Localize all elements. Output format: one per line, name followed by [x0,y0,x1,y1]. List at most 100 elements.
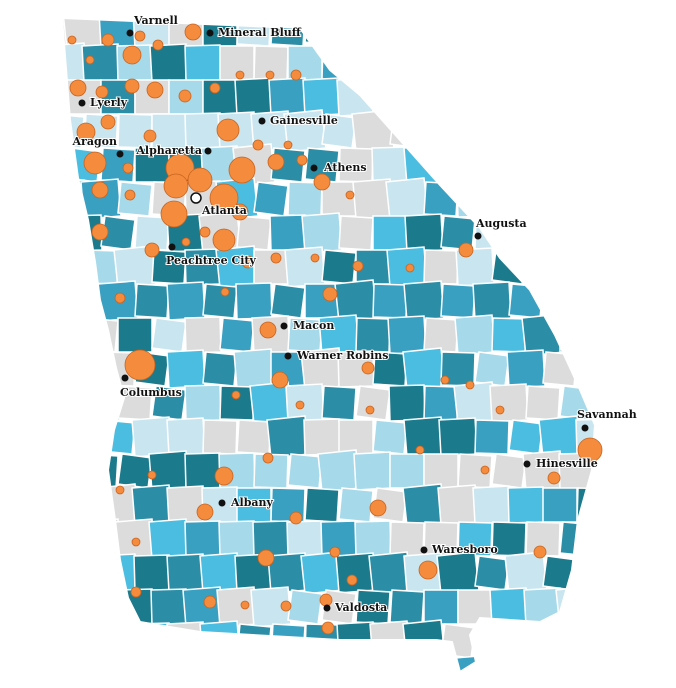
county [202,79,238,115]
bubble [91,223,109,241]
bubble [458,242,474,258]
county [62,555,68,591]
county [385,177,429,221]
county [182,654,224,672]
county [525,181,561,217]
county [287,453,323,489]
county [62,144,71,186]
city-label: Hinesville [536,457,598,470]
county [253,181,289,217]
bubble [196,503,214,521]
city-label: Waresboro [431,543,498,556]
county [287,589,323,625]
county [202,351,238,387]
county [593,249,595,285]
bubble [289,511,303,525]
county [303,418,341,456]
county [321,249,357,285]
county [474,555,510,591]
bubble [235,70,245,80]
county [508,623,544,659]
bubble [440,375,450,385]
county [166,281,206,321]
county [117,657,153,672]
county [625,111,665,151]
county [269,214,307,252]
county [628,522,662,556]
city-dot [121,374,129,382]
bubble [220,287,230,297]
county [184,452,222,490]
city-label: Albany [230,496,274,509]
county [62,316,86,354]
county [66,487,102,523]
county [611,556,645,590]
county [593,317,595,353]
county [83,453,119,489]
bubble [231,203,249,221]
county [457,113,493,149]
county [628,454,662,488]
county [423,45,459,81]
city-label: Atlanta [201,204,247,217]
county [233,348,275,390]
county [627,181,663,217]
county [355,45,391,81]
county [202,283,238,319]
county [236,215,272,251]
bubble [114,292,126,304]
county [593,181,595,217]
bubble [228,156,256,184]
county [338,215,374,251]
county [593,521,595,557]
bubble [262,452,274,464]
county [236,419,272,455]
bubble [295,400,305,410]
county [542,215,578,251]
county [609,214,647,252]
county [301,212,343,254]
county [423,385,459,421]
county [541,622,579,660]
bubble [83,151,107,175]
city-label: Warner Robins [296,349,388,362]
county [66,623,102,659]
county [559,181,595,217]
bubble [124,349,156,381]
county [117,317,153,353]
county [83,249,119,285]
county [83,589,119,625]
county [457,521,493,557]
county [609,146,647,184]
bubble [203,595,217,609]
bubble [329,546,341,558]
county [319,655,359,672]
county [403,280,445,322]
county [83,317,119,353]
bubble [143,129,157,143]
county [338,487,374,523]
bubble [76,122,96,142]
city-label: Peachtree City [166,254,257,267]
county [611,420,645,454]
county [62,623,68,659]
bubble [214,466,234,486]
county [506,77,546,117]
bubble [124,189,136,201]
county [134,215,170,251]
county [625,43,665,83]
county [184,44,222,82]
bubble [346,574,358,586]
county [572,619,595,663]
county [62,215,68,251]
city-dot [581,424,589,432]
county [423,589,459,625]
bubble [131,537,141,547]
city-dot [420,546,428,554]
city-dot [126,29,134,37]
county [304,487,340,523]
bubble [365,405,375,415]
county [355,317,391,353]
bubble [405,263,415,273]
county [440,283,476,319]
